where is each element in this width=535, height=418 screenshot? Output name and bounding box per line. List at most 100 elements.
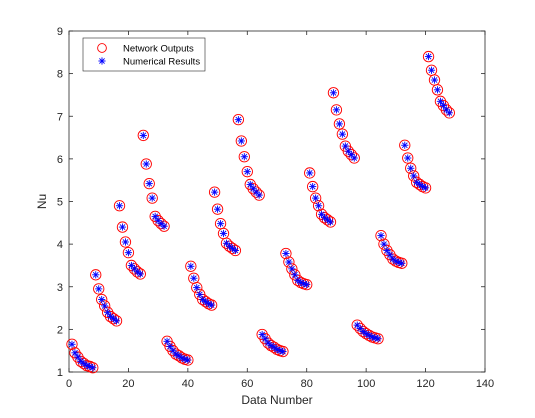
point-network-output — [113, 200, 126, 212]
point-network-output — [405, 162, 417, 174]
point-network-output — [87, 362, 99, 374]
point-numerical-result — [332, 106, 341, 114]
point-numerical-result — [71, 349, 79, 357]
point-numerical-result — [196, 290, 204, 299]
y-tick-label: 9 — [57, 26, 63, 38]
point-numerical-result — [115, 202, 124, 210]
point-numerical-result — [112, 317, 121, 325]
point-numerical-result — [151, 212, 159, 221]
point-numerical-result — [398, 259, 406, 267]
point-network-output — [286, 263, 298, 275]
legend-marker-numerical-results — [98, 57, 106, 65]
point-network-output — [396, 257, 408, 269]
point-numerical-result — [421, 184, 430, 192]
point-numerical-result — [338, 130, 346, 138]
point-numerical-result — [383, 246, 391, 255]
point-numerical-result — [255, 191, 263, 199]
point-network-output — [125, 259, 138, 272]
point-numerical-result — [306, 169, 314, 177]
x-tick-label: 120 — [416, 378, 434, 390]
point-numerical-result — [148, 194, 156, 202]
point-numerical-result — [377, 232, 385, 240]
point-numerical-result — [335, 120, 343, 128]
point-network-output — [232, 114, 245, 126]
point-network-output — [185, 260, 197, 272]
point-network-output — [419, 182, 432, 194]
point-network-output — [351, 319, 363, 331]
point-network-output — [422, 50, 435, 63]
x-tick-label: 40 — [182, 378, 194, 390]
point-numerical-result — [273, 345, 281, 354]
point-numerical-result — [433, 86, 442, 94]
point-numerical-result — [386, 251, 394, 259]
point-network-output — [348, 152, 360, 164]
point-numerical-result — [190, 274, 198, 282]
point-network-output — [375, 229, 387, 242]
point-numerical-result — [407, 164, 415, 172]
y-tick-label: 5 — [57, 197, 63, 209]
point-network-output — [205, 299, 218, 311]
legend-label-network-outputs: Network Outputs — [123, 44, 194, 55]
y-tick-label: 6 — [57, 154, 63, 166]
point-numerical-result — [142, 160, 150, 168]
point-numerical-result — [216, 220, 225, 228]
point-network-output — [140, 158, 152, 170]
point-network-output — [307, 180, 319, 193]
point-network-output — [238, 151, 250, 163]
x-tick-label: 20 — [122, 378, 134, 390]
point-network-output — [330, 104, 343, 116]
point-network-output — [90, 269, 102, 281]
point-network-output — [116, 221, 129, 233]
point-network-output — [443, 107, 455, 119]
y-axis-label: Nu — [35, 194, 49, 209]
point-numerical-result — [234, 116, 242, 124]
legend-marker-network-outputs — [97, 43, 107, 53]
point-numerical-result — [374, 335, 382, 343]
point-network-output — [137, 129, 149, 142]
point-numerical-result — [288, 265, 296, 273]
point-numerical-result — [424, 52, 433, 61]
point-network-output — [211, 203, 224, 215]
point-network-output — [122, 246, 135, 259]
point-network-output — [119, 236, 132, 248]
point-numerical-result — [309, 182, 317, 191]
point-network-output — [96, 293, 108, 306]
point-numerical-result — [92, 271, 100, 279]
point-network-output — [309, 192, 322, 204]
y-tick-label: 7 — [57, 111, 63, 123]
point-numerical-result — [380, 240, 388, 248]
point-numerical-result — [145, 179, 153, 188]
point-numerical-result — [89, 364, 97, 372]
point-network-output — [253, 189, 265, 201]
x-axis-label: Data Number — [241, 393, 312, 407]
point-numerical-result — [208, 301, 216, 309]
point-numerical-result — [410, 172, 418, 180]
point-numerical-result — [240, 153, 248, 161]
point-numerical-result — [445, 109, 453, 117]
point-numerical-result — [68, 340, 76, 348]
point-network-output — [191, 281, 203, 294]
point-numerical-result — [243, 168, 251, 176]
x-tick-label: 100 — [357, 378, 375, 390]
point-numerical-result — [166, 342, 174, 351]
point-network-output — [280, 247, 292, 260]
y-tick-label: 4 — [57, 239, 63, 251]
point-network-output — [143, 177, 155, 190]
point-numerical-result — [74, 353, 82, 361]
point-network-output — [99, 300, 111, 312]
y-tick-label: 2 — [57, 324, 63, 336]
point-numerical-result — [258, 330, 266, 339]
point-network-output — [304, 167, 316, 179]
point-numerical-result — [104, 308, 112, 316]
point-network-output — [301, 278, 313, 291]
y-tick-label: 1 — [57, 367, 63, 379]
point-network-output — [208, 186, 221, 198]
x-tick-label: 0 — [66, 378, 72, 390]
point-network-output — [378, 238, 390, 250]
point-network-output — [247, 183, 259, 195]
plot-area — [68, 30, 486, 373]
point-network-output — [440, 104, 453, 116]
legend: Network Outputs Numerical Results — [82, 37, 206, 72]
point-numerical-result — [222, 239, 231, 247]
x-tick-label: 80 — [301, 378, 313, 390]
